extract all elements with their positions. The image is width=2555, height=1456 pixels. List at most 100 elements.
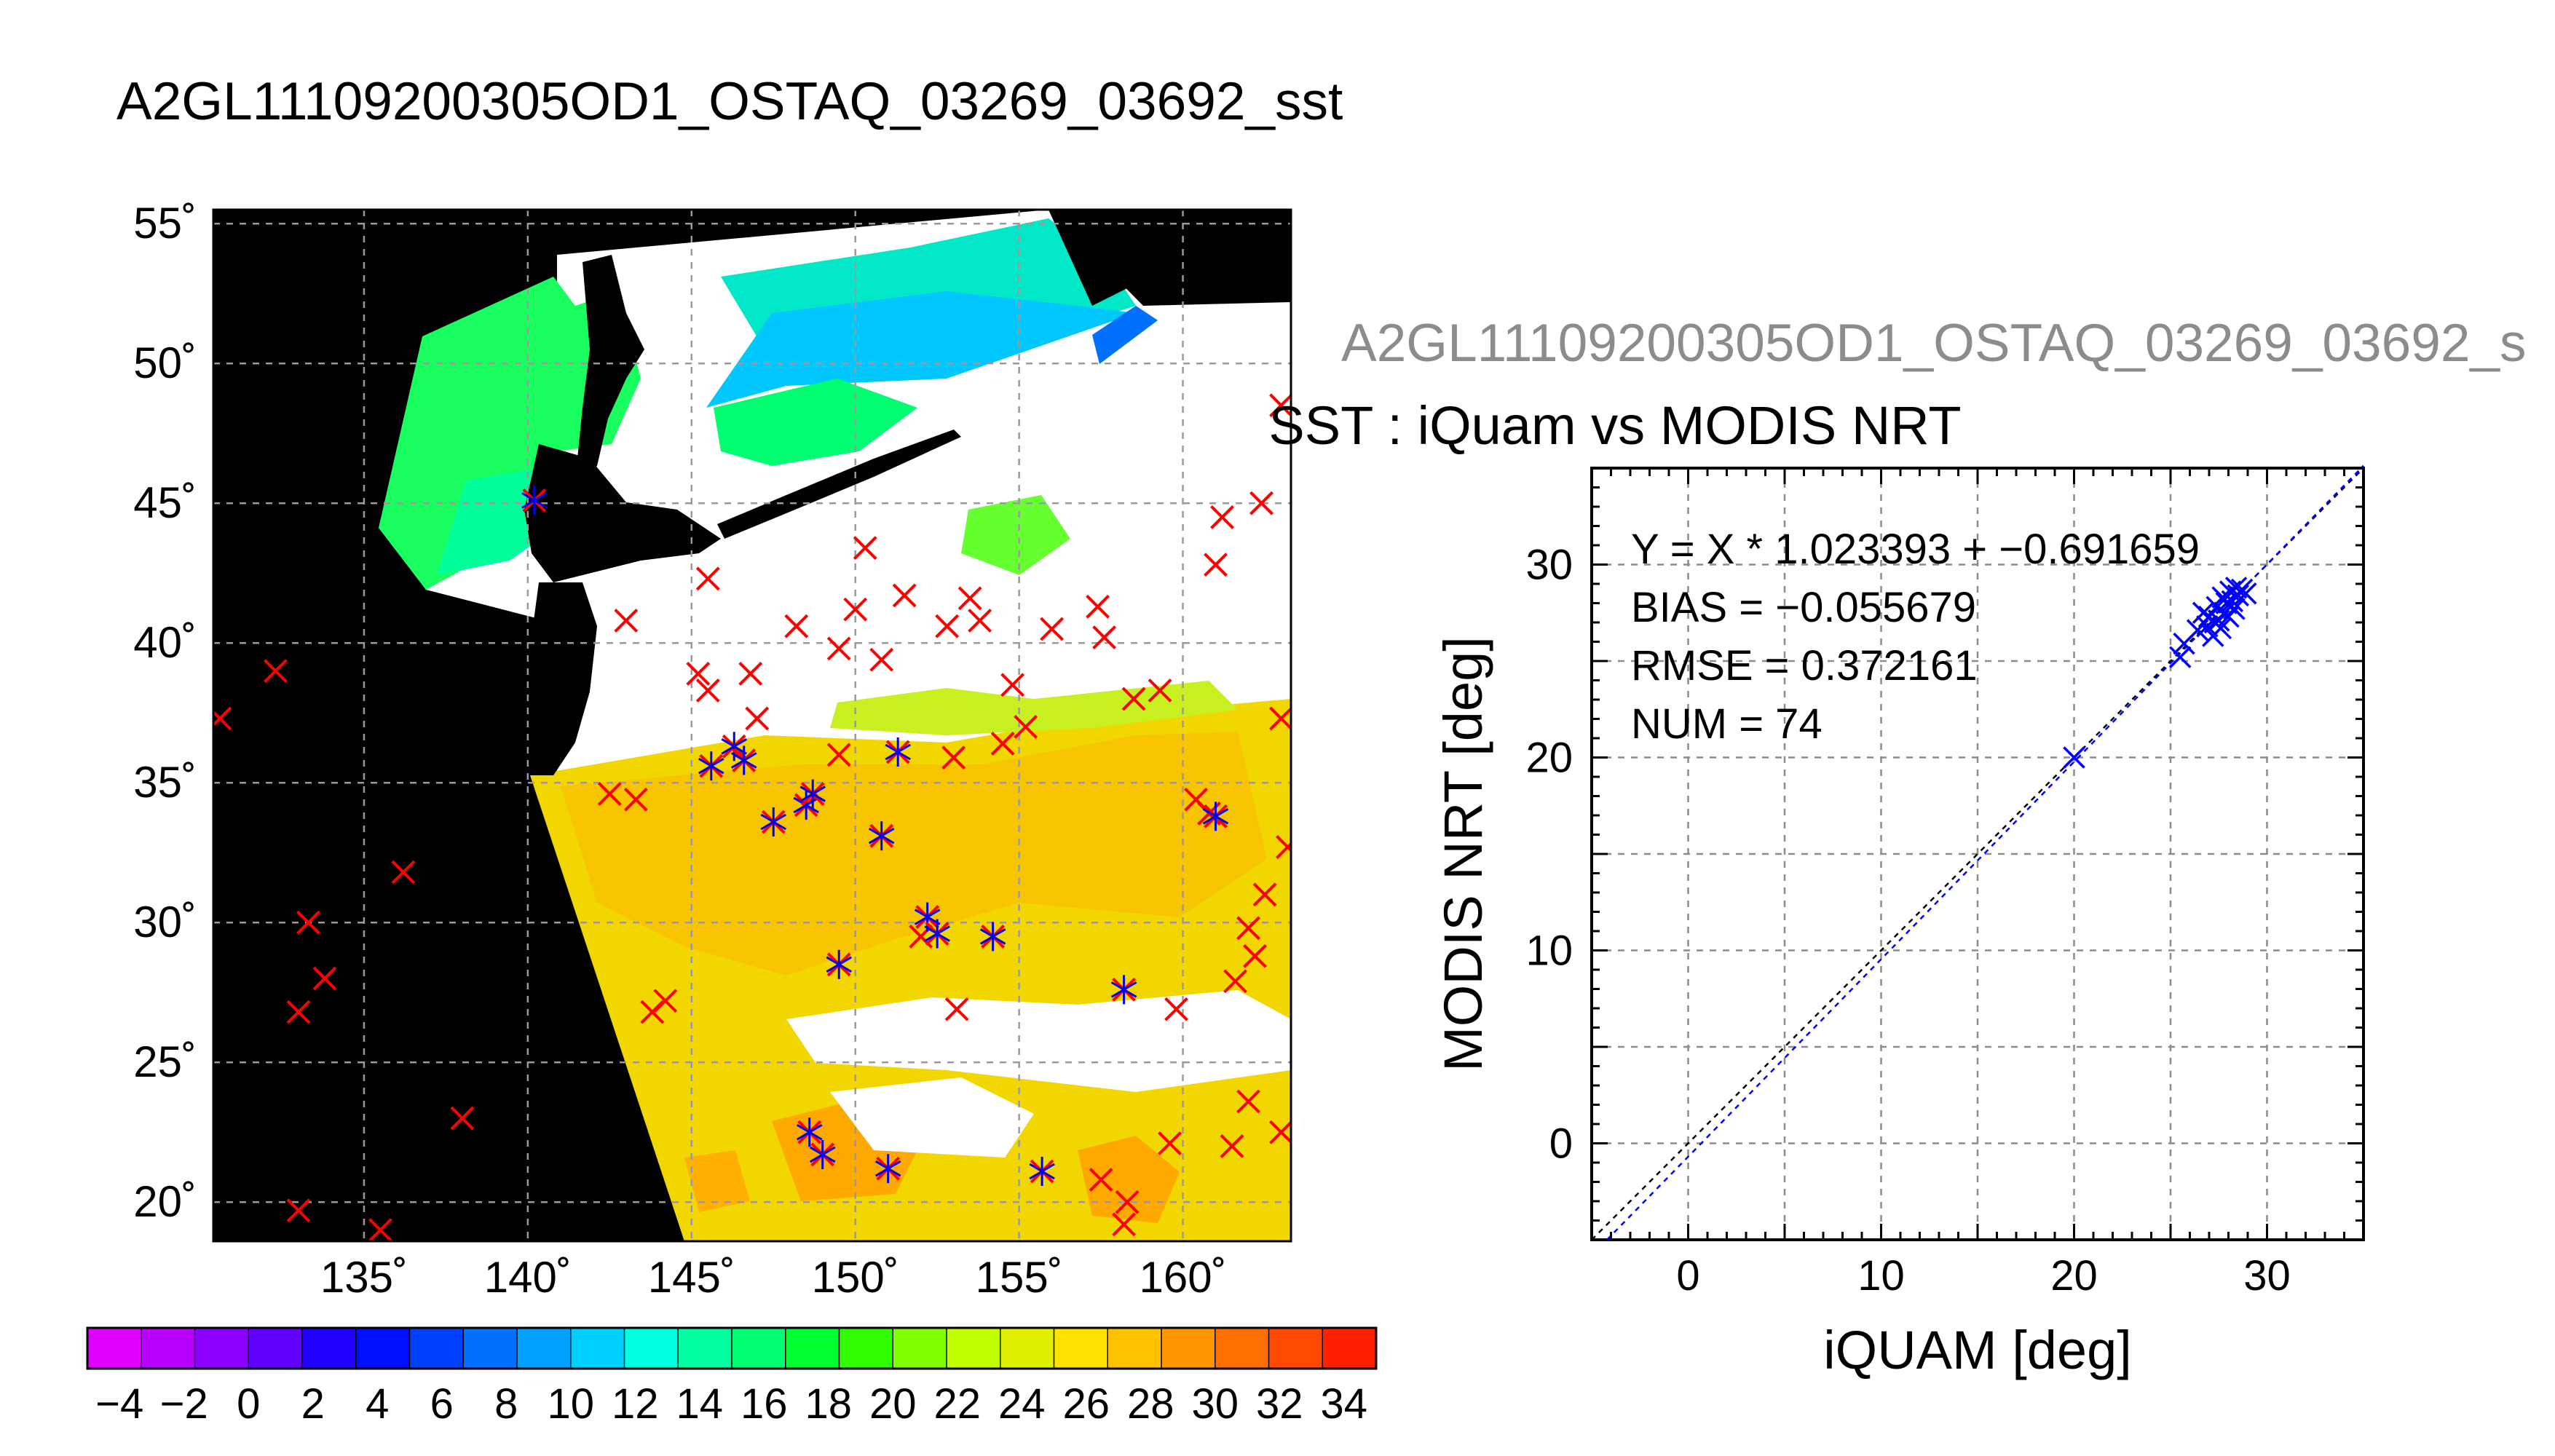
unmatched-station-marker (213, 706, 232, 731)
unmatched-station-marker-stroke (990, 732, 1015, 756)
sst-coldest-region (1092, 306, 1158, 364)
matched-station-star (868, 821, 895, 851)
unmatched-station-marker (941, 745, 966, 770)
sst-warm-patch (561, 732, 1267, 976)
colorbar-cell (1161, 1327, 1216, 1369)
unmatched-station-marker (1269, 706, 1291, 731)
unmatched-station-marker-stroke (1276, 842, 1291, 859)
unmatched-station-marker (1115, 1190, 1140, 1214)
colorbar-cell (408, 1327, 465, 1369)
unmatched-station-marker-stroke (1014, 715, 1038, 739)
map-lon-label: 155˚ (976, 1253, 1063, 1302)
sst-map: 135˚ 140˚ 145˚ 150˚ 155˚ 160˚ 20˚ 25˚ 30˚ 35˚ 40˚… (133, 199, 1292, 1302)
unmatched-station-marker-stroke (1269, 393, 1291, 418)
colorbar-tick-label: 30 (1191, 1380, 1239, 1428)
scatter-y-tick-label: 0 (1549, 1120, 1573, 1168)
secondary-title: A2GL11109200305OD1_OSTAQ_03269_03692_s (1341, 314, 2527, 373)
matched-station-star (809, 1139, 836, 1169)
matched-station-star (1110, 975, 1137, 1005)
matched-station-star-stroke (521, 492, 548, 509)
scatter-point-stroke (2235, 582, 2257, 605)
map-lon-label: 140˚ (484, 1253, 572, 1302)
scatter-point (2227, 584, 2249, 607)
unmatched-station-marker (1121, 687, 1146, 711)
unmatched-station-marker-stroke (1249, 491, 1273, 515)
matched-station-star (1029, 1156, 1055, 1186)
matched-station-star-stroke (809, 1146, 836, 1163)
matched-station-star-stroke (885, 743, 911, 761)
sst-cool-band (714, 379, 917, 466)
matched-station-star (1202, 802, 1229, 831)
unmatched-station-marker (843, 597, 868, 622)
colorbar-labels: −4 −2 0 2 4 6 8 10 12 14 16 18 20 22 24 26 28 30 32 34 (95, 1380, 1367, 1428)
colorbar-cell (355, 1327, 411, 1369)
scatter-point-stroke (2209, 617, 2232, 640)
map-lon-label: 135˚ (320, 1253, 408, 1302)
unmatched-station-marker-stroke (745, 706, 770, 731)
unmatched-station-marker-stroke (695, 566, 720, 591)
map-lon-label: 150˚ (812, 1253, 899, 1302)
unmatched-station-marker-stroke (1164, 997, 1188, 1021)
sst-cool-region (379, 277, 641, 590)
map-lat-label: 25˚ (133, 1037, 197, 1086)
map-latitude-labels: 20˚ 25˚ 30˚ 35˚ 40˚ 45˚ 50˚ 55˚ (133, 199, 197, 1226)
unmatched-station-marker-stroke (1236, 1089, 1260, 1114)
unmatched-station-marker-stroke (1158, 1131, 1182, 1156)
unmatched-station-marker (935, 614, 960, 638)
colorbar-tick-label: 12 (612, 1380, 659, 1428)
colorbar-cell (677, 1327, 733, 1369)
colorbar-tick-label: 4 (366, 1380, 389, 1428)
cloud-band (786, 990, 1291, 1092)
colorbar-frame (86, 1326, 1378, 1370)
colorbar-tick-label: 24 (998, 1380, 1046, 1428)
scatter-y-label: MODIS NRT [deg] (1433, 636, 1493, 1072)
colorbar-tick-label: 32 (1256, 1380, 1303, 1428)
unmatched-station-marker (368, 1218, 392, 1241)
unmatched-station-marker (296, 910, 320, 935)
unmatched-station-marker-stroke (738, 662, 763, 686)
map-lon-label: 160˚ (1140, 1253, 1227, 1302)
unmatched-station-marker (1210, 505, 1234, 529)
unmatched-station-marker (1269, 393, 1291, 418)
matched-station-star-stroke (721, 738, 748, 755)
map-longitude-labels: 135˚ 140˚ 145˚ 150˚ 155˚ 160˚ (320, 1253, 1227, 1302)
matched-station-star-stroke (1029, 1163, 1055, 1180)
matched-station-star (914, 902, 941, 932)
colorbar-cell (141, 1327, 196, 1369)
unmatched-station-marker-stroke (1115, 1190, 1140, 1214)
scatter-annotation: Y = X * 1.023393 + −0.691659 (1631, 526, 2200, 573)
unmatched-station-marker (826, 743, 851, 767)
scatter-title: SST : iQuam vs MODIS NRT (1268, 395, 1961, 456)
unmatched-station-marker-stroke (391, 860, 416, 885)
matched-station-star (760, 807, 787, 836)
matched-station-star-stroke (730, 752, 757, 769)
scatter-point (2224, 577, 2248, 599)
colorbar-tick-label: 14 (676, 1380, 723, 1428)
matched-station-star-stroke (924, 925, 950, 942)
unmatched-station-marker-stroke (286, 1000, 311, 1024)
unmatched-station-marker (597, 782, 622, 806)
unmatched-station-marker (1040, 617, 1065, 641)
colorbar-cell (1107, 1327, 1163, 1369)
unmatched-station-marker (826, 636, 851, 661)
unmatched-station-marker (968, 609, 992, 633)
unmatched-station-marker-stroke (1236, 916, 1260, 941)
land-kamchatka (1049, 210, 1150, 306)
unmatched-station-marker-stroke (941, 745, 966, 770)
scatter-point-stroke (2224, 577, 2248, 599)
scatter-x-tick-labels: 0 10 20 30 (1676, 1252, 2290, 1299)
unmatched-station-marker-stroke (1040, 617, 1065, 641)
matched-station-star (826, 949, 852, 979)
map-lat-label: 30˚ (133, 898, 197, 946)
land-honshu (524, 582, 597, 775)
colorbar-tick-label: 34 (1320, 1380, 1367, 1428)
matched-station-star-stroke (1202, 808, 1229, 825)
matched-station-star (521, 486, 548, 515)
colorbar-cell (1215, 1327, 1270, 1369)
unmatched-station-marker (1086, 594, 1110, 619)
unmatched-station-marker (957, 586, 982, 611)
map-lat-label: 55˚ (133, 199, 197, 248)
unmatched-station-marker (614, 609, 639, 633)
unmatched-station-marker-stroke (935, 614, 960, 638)
unmatched-station-marker (1112, 1212, 1136, 1237)
